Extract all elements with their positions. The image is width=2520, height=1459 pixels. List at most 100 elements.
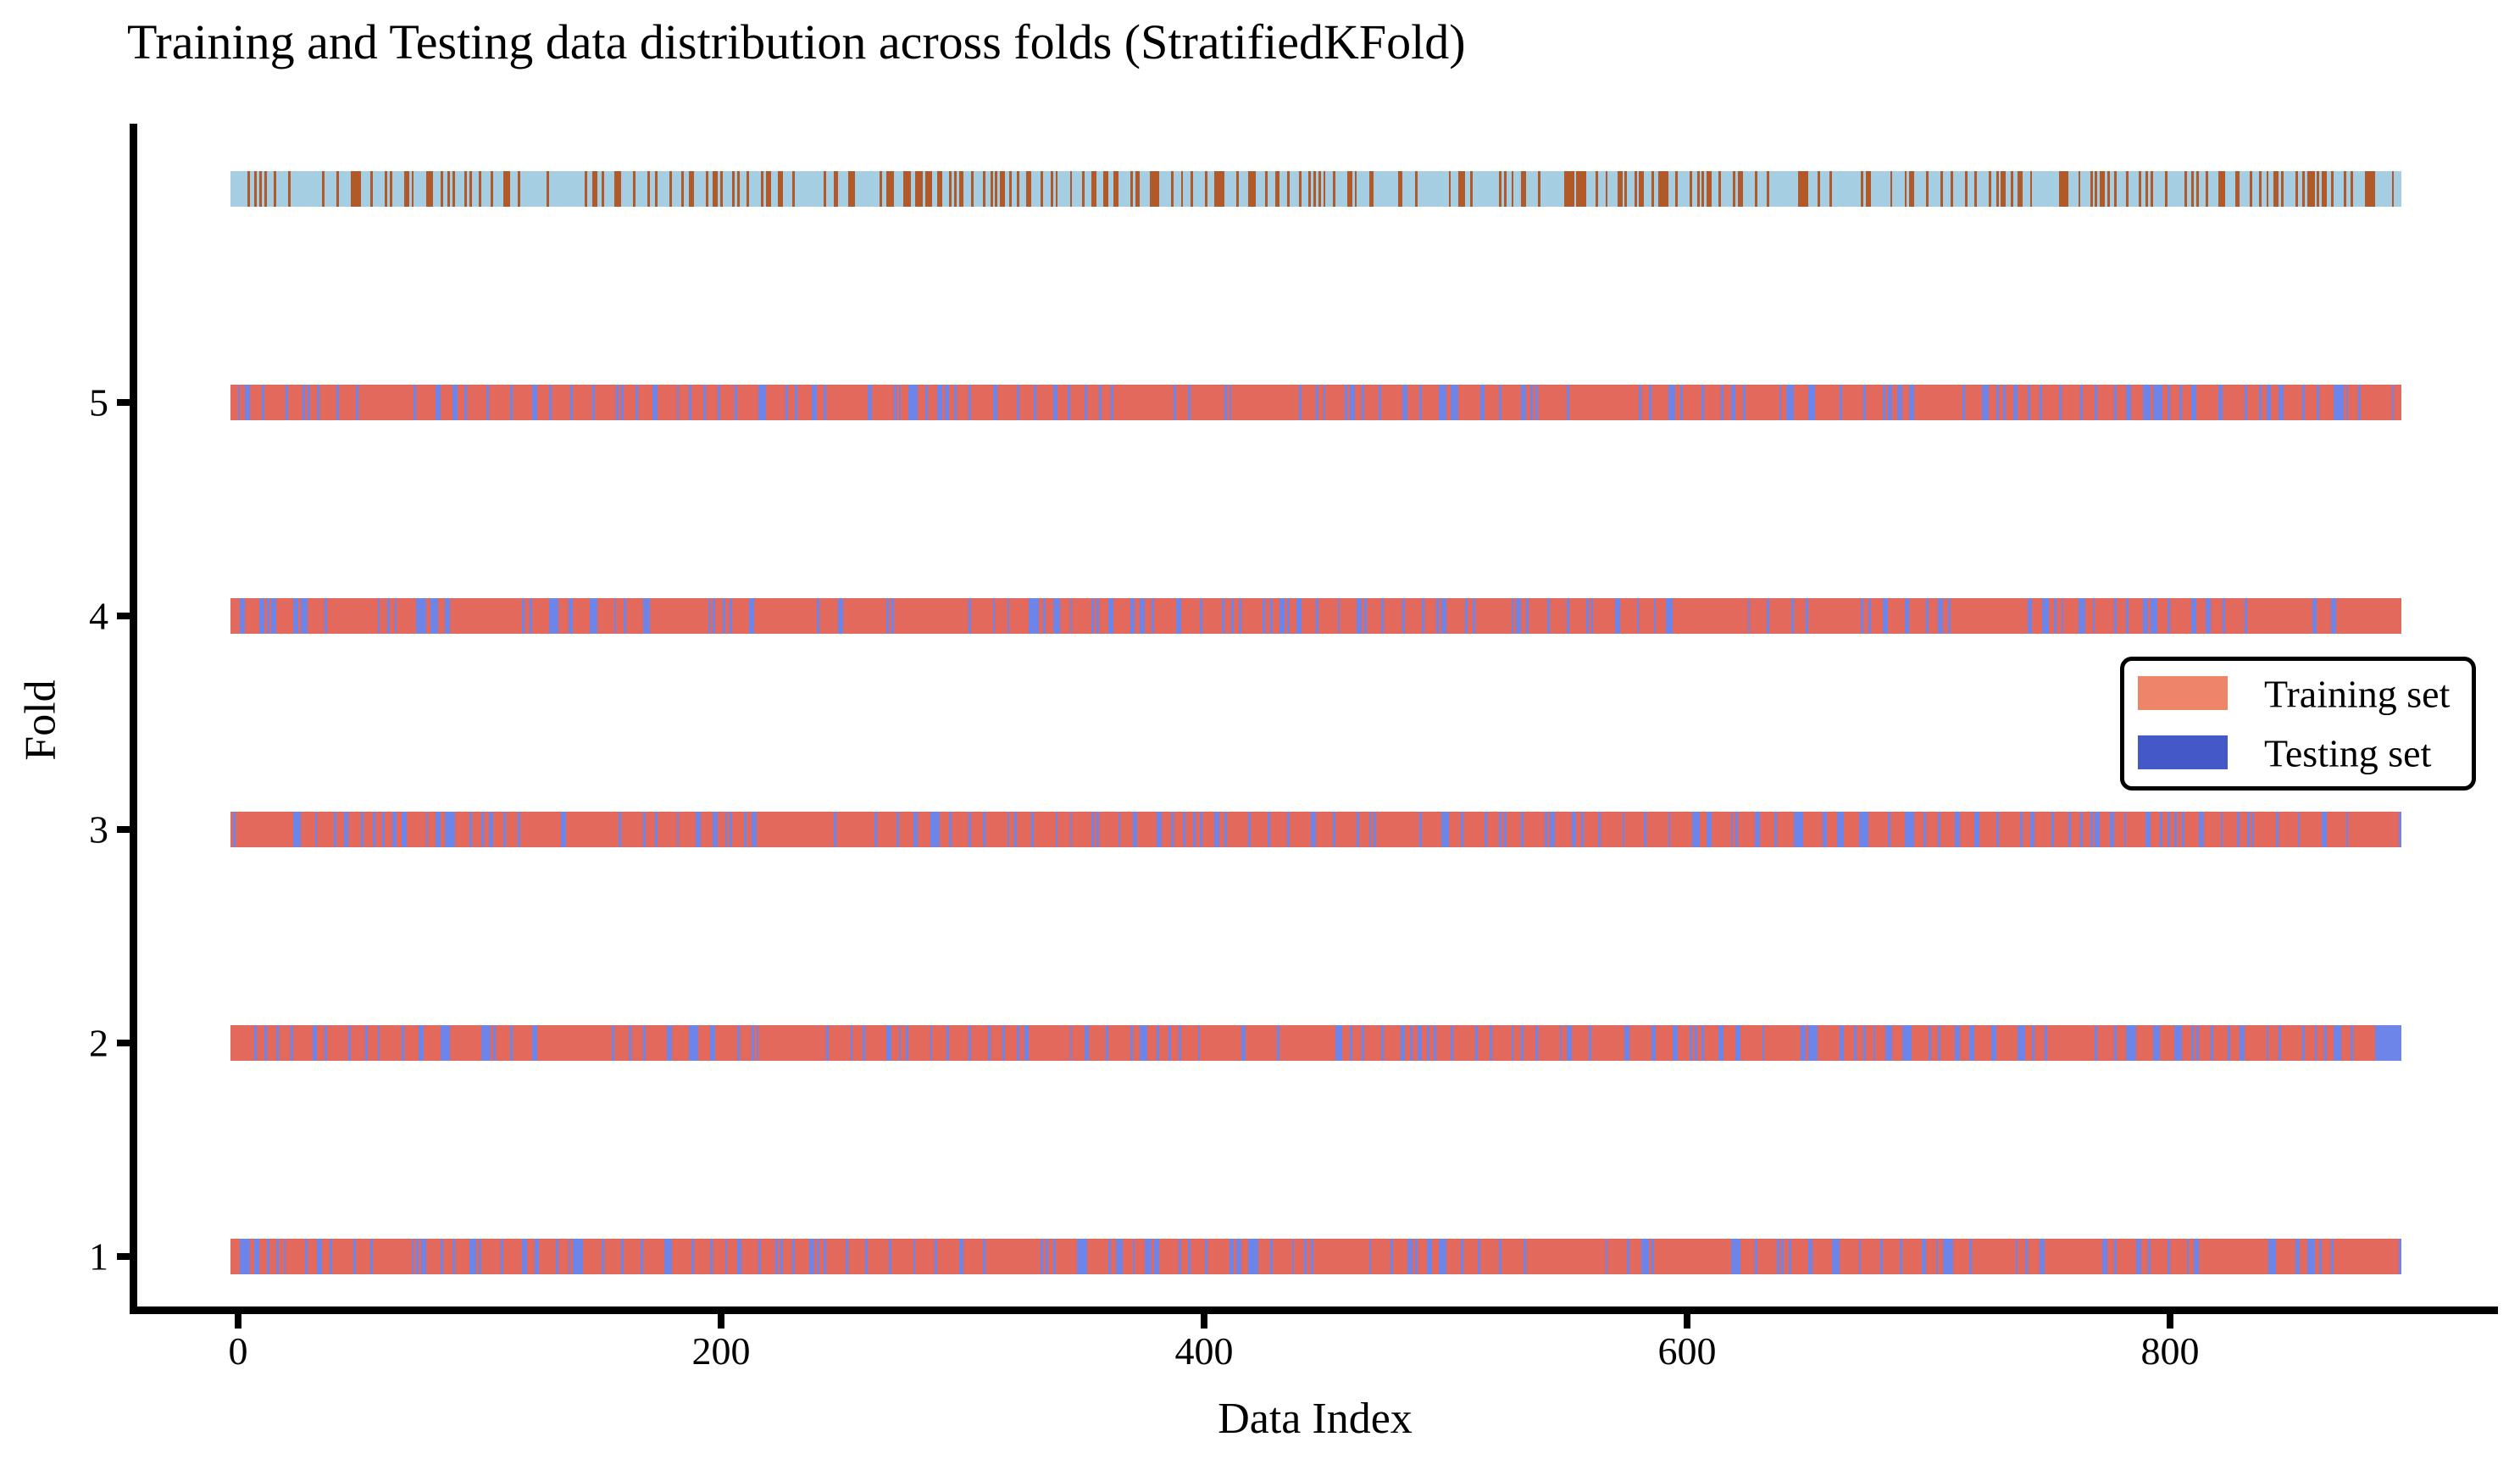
test-stripe	[1735, 1025, 1740, 1061]
test-stripe	[1909, 385, 1914, 420]
class1-stripe	[2391, 171, 2395, 207]
test-stripe	[1523, 1239, 1526, 1274]
class1-stripe	[1000, 171, 1005, 207]
test-stripe	[522, 1239, 528, 1274]
class1-stripe	[886, 171, 894, 207]
class1-stripe	[1890, 171, 1893, 207]
legend-item: Training set	[2124, 664, 2472, 724]
test-stripe	[387, 598, 390, 634]
test-stripe	[1535, 1025, 1538, 1061]
test-stripe	[691, 1239, 694, 1274]
test-stripe	[240, 1239, 250, 1274]
test-stripe	[2078, 598, 2086, 634]
class1-stripe	[2184, 171, 2187, 207]
test-stripe	[382, 812, 386, 847]
test-stripe	[1188, 385, 1191, 420]
test-stripe	[286, 385, 289, 420]
test-stripe	[1451, 385, 1458, 420]
test-stripe	[254, 1025, 258, 1061]
test-stripe	[1762, 1025, 1765, 1061]
test-stripe	[1839, 1025, 1845, 1061]
test-stripe	[1499, 812, 1502, 847]
test-stripe	[1419, 385, 1423, 420]
test-stripe	[2351, 1025, 2354, 1061]
class1-stripe	[713, 171, 719, 207]
class1-stripe	[1504, 171, 1507, 207]
test-stripe	[2041, 598, 2050, 634]
test-stripe	[1017, 1025, 1019, 1061]
test-stripe	[1096, 598, 1099, 634]
test-stripe	[391, 812, 397, 847]
test-stripe	[1277, 1025, 1280, 1061]
test-stripe	[1511, 598, 1514, 634]
test-stripe	[1014, 812, 1017, 847]
test-stripe	[833, 812, 836, 847]
test-stripe	[2003, 385, 2007, 420]
class1-stripe	[1026, 171, 1032, 207]
class1-stripe	[2029, 171, 2033, 207]
test-stripe	[1229, 1239, 1235, 1274]
test-stripe	[1718, 1025, 1724, 1061]
test-stripe	[1767, 598, 1770, 634]
test-stripe	[2191, 1025, 2195, 1061]
test-stripe	[2114, 1239, 2118, 1274]
class1-stripe	[2090, 171, 2093, 207]
class1-stripe	[1017, 171, 1019, 207]
test-stripe	[1033, 385, 1036, 420]
test-stripe	[402, 1025, 404, 1061]
y-tick-mark	[117, 613, 130, 619]
class1-stripe	[2145, 171, 2149, 207]
test-stripe	[2024, 1239, 2028, 1274]
test-stripe	[2331, 1239, 2334, 1274]
test-stripe	[1286, 812, 1290, 847]
test-stripe	[1884, 1025, 1893, 1061]
test-stripe	[2109, 812, 2115, 847]
test-stripe	[2135, 1239, 2141, 1274]
test-stripe	[1904, 598, 1910, 634]
test-stripe	[1069, 812, 1073, 847]
test-stripe	[898, 385, 902, 420]
test-stripe	[1904, 812, 1914, 847]
test-stripe	[1236, 1239, 1241, 1274]
class1-stripe	[778, 171, 783, 207]
test-stripe	[1622, 812, 1625, 847]
test-stripe	[1822, 812, 1828, 847]
test-stripe	[425, 812, 429, 847]
test-stripe	[2217, 385, 2223, 420]
test-stripe	[1571, 812, 1577, 847]
class1-stripe	[1829, 171, 1833, 207]
test-stripe	[1701, 1025, 1705, 1061]
test-stripe	[983, 812, 985, 847]
test-stripe	[1790, 598, 1794, 634]
test-stripe	[889, 1239, 891, 1274]
class1-stripe	[2106, 171, 2110, 207]
test-stripe	[1516, 598, 1521, 634]
test-stripe	[1171, 812, 1174, 847]
class1-stripe	[2196, 171, 2199, 207]
test-stripe	[1504, 812, 1507, 847]
class1-stripe	[1904, 171, 1907, 207]
test-stripe	[730, 598, 733, 634]
class1-stripe	[954, 171, 957, 207]
class1-stripe	[732, 171, 735, 207]
test-stripe	[568, 1239, 571, 1274]
test-stripe	[1530, 385, 1534, 420]
class1-stripe	[1190, 171, 1193, 207]
test-stripe	[1955, 812, 1961, 847]
class1-stripe	[1707, 171, 1712, 207]
class1-stripe	[915, 171, 923, 207]
test-stripe	[1052, 385, 1058, 420]
test-stripe	[898, 1025, 902, 1061]
class1-stripe	[1634, 171, 1637, 207]
x-tick-label: 400	[1174, 1329, 1234, 1373]
test-stripe	[2228, 1025, 2230, 1061]
test-stripe	[616, 385, 619, 420]
test-stripe	[2058, 385, 2062, 420]
test-stripe	[300, 598, 308, 634]
test-stripe	[548, 385, 552, 420]
fold-bar-5	[230, 385, 2401, 420]
test-stripe	[1665, 598, 1674, 634]
test-stripe	[510, 1025, 513, 1061]
class1-stripe	[1368, 171, 1374, 207]
test-stripe	[886, 1025, 891, 1061]
